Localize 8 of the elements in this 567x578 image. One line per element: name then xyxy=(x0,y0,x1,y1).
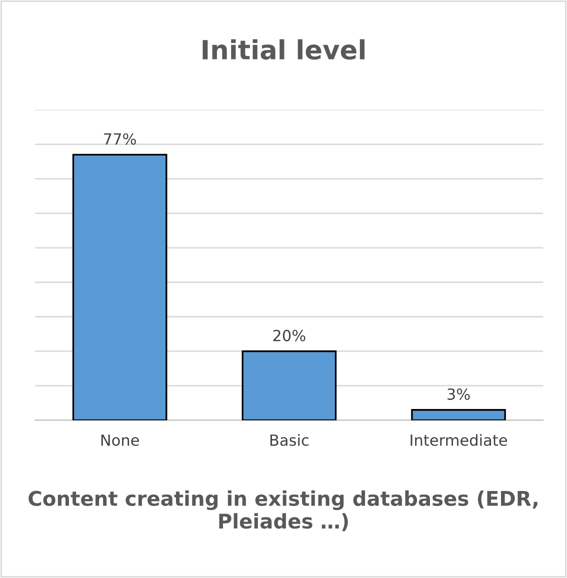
x-tick-label: Basic xyxy=(270,434,308,446)
x-tick-label: None xyxy=(101,434,139,446)
data-label: 77% xyxy=(104,133,136,145)
x-axis-title: Content creating in existing databases (EDR, Pleiades …) xyxy=(28,490,538,532)
chart-title: Initial level xyxy=(202,39,364,60)
data-label: 3% xyxy=(448,388,470,400)
x-tick-label: Intermediate xyxy=(410,434,507,446)
data-label: 20% xyxy=(273,330,306,342)
